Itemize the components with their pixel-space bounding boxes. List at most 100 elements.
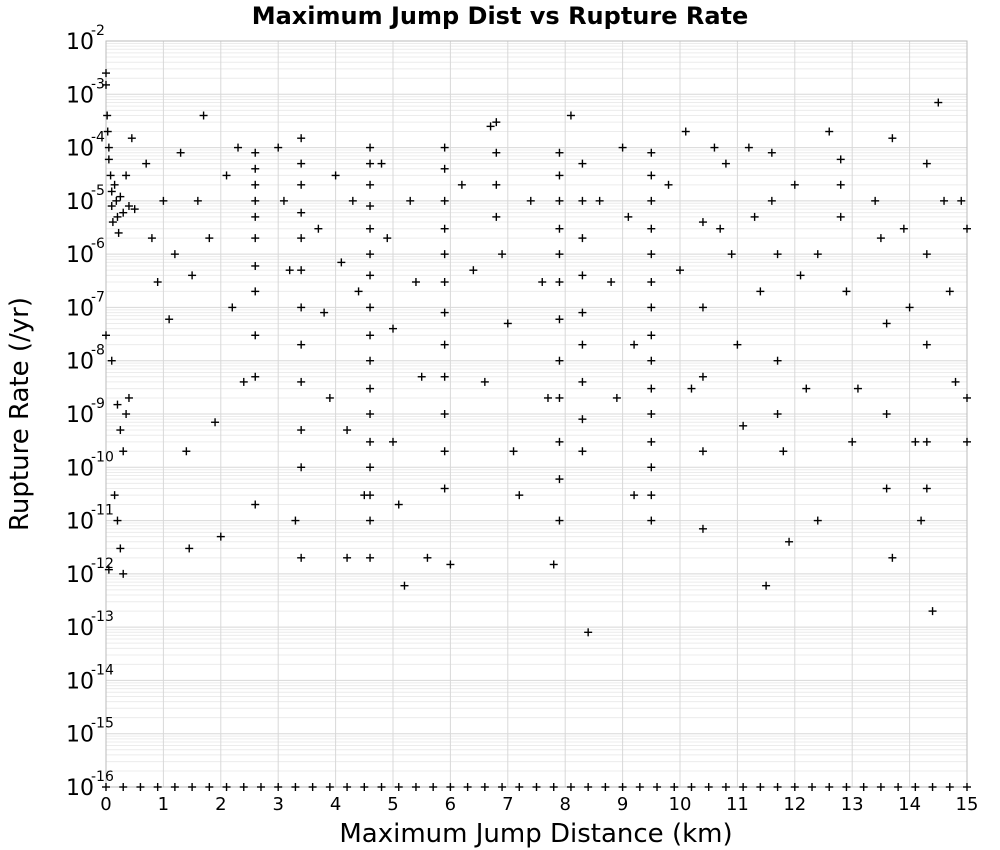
y-tick-label: 10-14	[66, 662, 114, 694]
x-tick-label: 8	[559, 794, 570, 815]
data-point	[721, 159, 730, 168]
data-point	[647, 463, 656, 472]
data-point	[555, 196, 564, 205]
x-tick-label: 1	[158, 794, 169, 815]
data-point	[888, 134, 897, 143]
y-tick-base: 10	[66, 350, 94, 375]
data-point	[653, 783, 662, 791]
data-point	[647, 278, 656, 287]
data-point	[228, 303, 237, 312]
data-point	[549, 783, 558, 791]
data-point	[905, 303, 914, 312]
data-point	[859, 783, 868, 791]
data-point	[566, 111, 575, 120]
data-point	[297, 340, 306, 349]
data-point	[526, 196, 535, 205]
data-point	[234, 143, 243, 152]
y-tick-exponent: -5	[91, 183, 105, 199]
data-point	[922, 437, 931, 446]
data-point	[116, 544, 125, 553]
y-tick-label: 10-16	[66, 769, 114, 801]
data-point	[836, 155, 845, 164]
data-point	[297, 180, 306, 189]
data-point	[274, 783, 283, 791]
y-tick-exponent: -9	[91, 396, 105, 412]
data-point	[297, 377, 306, 386]
data-point	[366, 384, 375, 393]
data-point	[153, 278, 162, 287]
data-point	[492, 148, 501, 157]
data-point	[802, 384, 811, 393]
data-point	[239, 377, 248, 386]
data-point	[440, 278, 449, 287]
data-point	[647, 171, 656, 180]
data-point	[922, 484, 931, 493]
data-point	[124, 393, 133, 402]
data-point	[406, 196, 415, 205]
data-point	[251, 180, 260, 189]
data-point	[813, 250, 822, 259]
data-point	[394, 783, 403, 791]
y-tick-base: 10	[66, 616, 94, 641]
data-point	[647, 410, 656, 418]
data-point	[624, 212, 633, 221]
data-point	[762, 581, 771, 590]
data-point	[601, 783, 610, 791]
data-point	[756, 287, 765, 296]
data-point	[188, 271, 197, 280]
data-point	[647, 196, 656, 205]
data-point	[107, 187, 116, 196]
y-axis-label: Rupture Rate (/yr)	[5, 297, 35, 531]
data-point	[555, 516, 564, 525]
data-point	[348, 196, 357, 205]
y-tick-label: 10-4	[66, 130, 105, 162]
data-point	[894, 783, 903, 791]
data-point	[698, 524, 707, 533]
data-point	[193, 196, 202, 205]
data-point	[251, 148, 260, 157]
data-point	[343, 426, 352, 435]
data-point	[618, 143, 627, 152]
data-point	[647, 356, 656, 365]
chart-title: Maximum Jump Dist vs Rupture Rate	[252, 2, 749, 30]
data-point	[113, 212, 122, 221]
data-point	[750, 212, 759, 221]
data-point	[963, 783, 971, 791]
x-tick-label: 7	[502, 794, 513, 815]
y-tick-exponent: -16	[91, 769, 114, 785]
data-point	[555, 393, 564, 402]
data-point	[555, 315, 564, 324]
y-tick-exponent: -15	[91, 716, 114, 732]
data-point	[618, 783, 627, 791]
data-point	[366, 224, 375, 233]
data-point	[882, 319, 891, 328]
data-point	[119, 447, 128, 456]
data-point	[779, 447, 788, 456]
data-point	[836, 212, 845, 221]
data-point	[411, 278, 420, 287]
data-point	[578, 447, 587, 456]
data-point	[366, 303, 375, 312]
data-point	[555, 224, 564, 233]
data-point	[790, 783, 799, 791]
y-tick-base: 10	[66, 563, 94, 588]
y-tick-exponent: -14	[91, 662, 114, 678]
y-tick-label: 10-8	[66, 343, 105, 375]
x-axis-ticks: 0 1 2 3 4 5 6 7 8 9 10 11 12 13 14 15	[100, 794, 978, 815]
data-point	[555, 171, 564, 180]
data-point	[492, 212, 501, 221]
data-point	[440, 410, 449, 418]
x-tick-label: 6	[445, 794, 456, 815]
y-tick-label: 10-12	[66, 556, 114, 588]
data-point	[928, 607, 937, 616]
data-point	[185, 544, 194, 553]
y-tick-exponent: -10	[91, 449, 114, 465]
data-point	[394, 500, 403, 509]
data-point	[543, 393, 552, 402]
data-point	[687, 783, 696, 791]
data-point	[389, 437, 397, 446]
data-point	[366, 491, 375, 500]
data-point	[170, 783, 179, 791]
data-point	[182, 447, 191, 456]
y-tick-base: 10	[66, 190, 94, 215]
